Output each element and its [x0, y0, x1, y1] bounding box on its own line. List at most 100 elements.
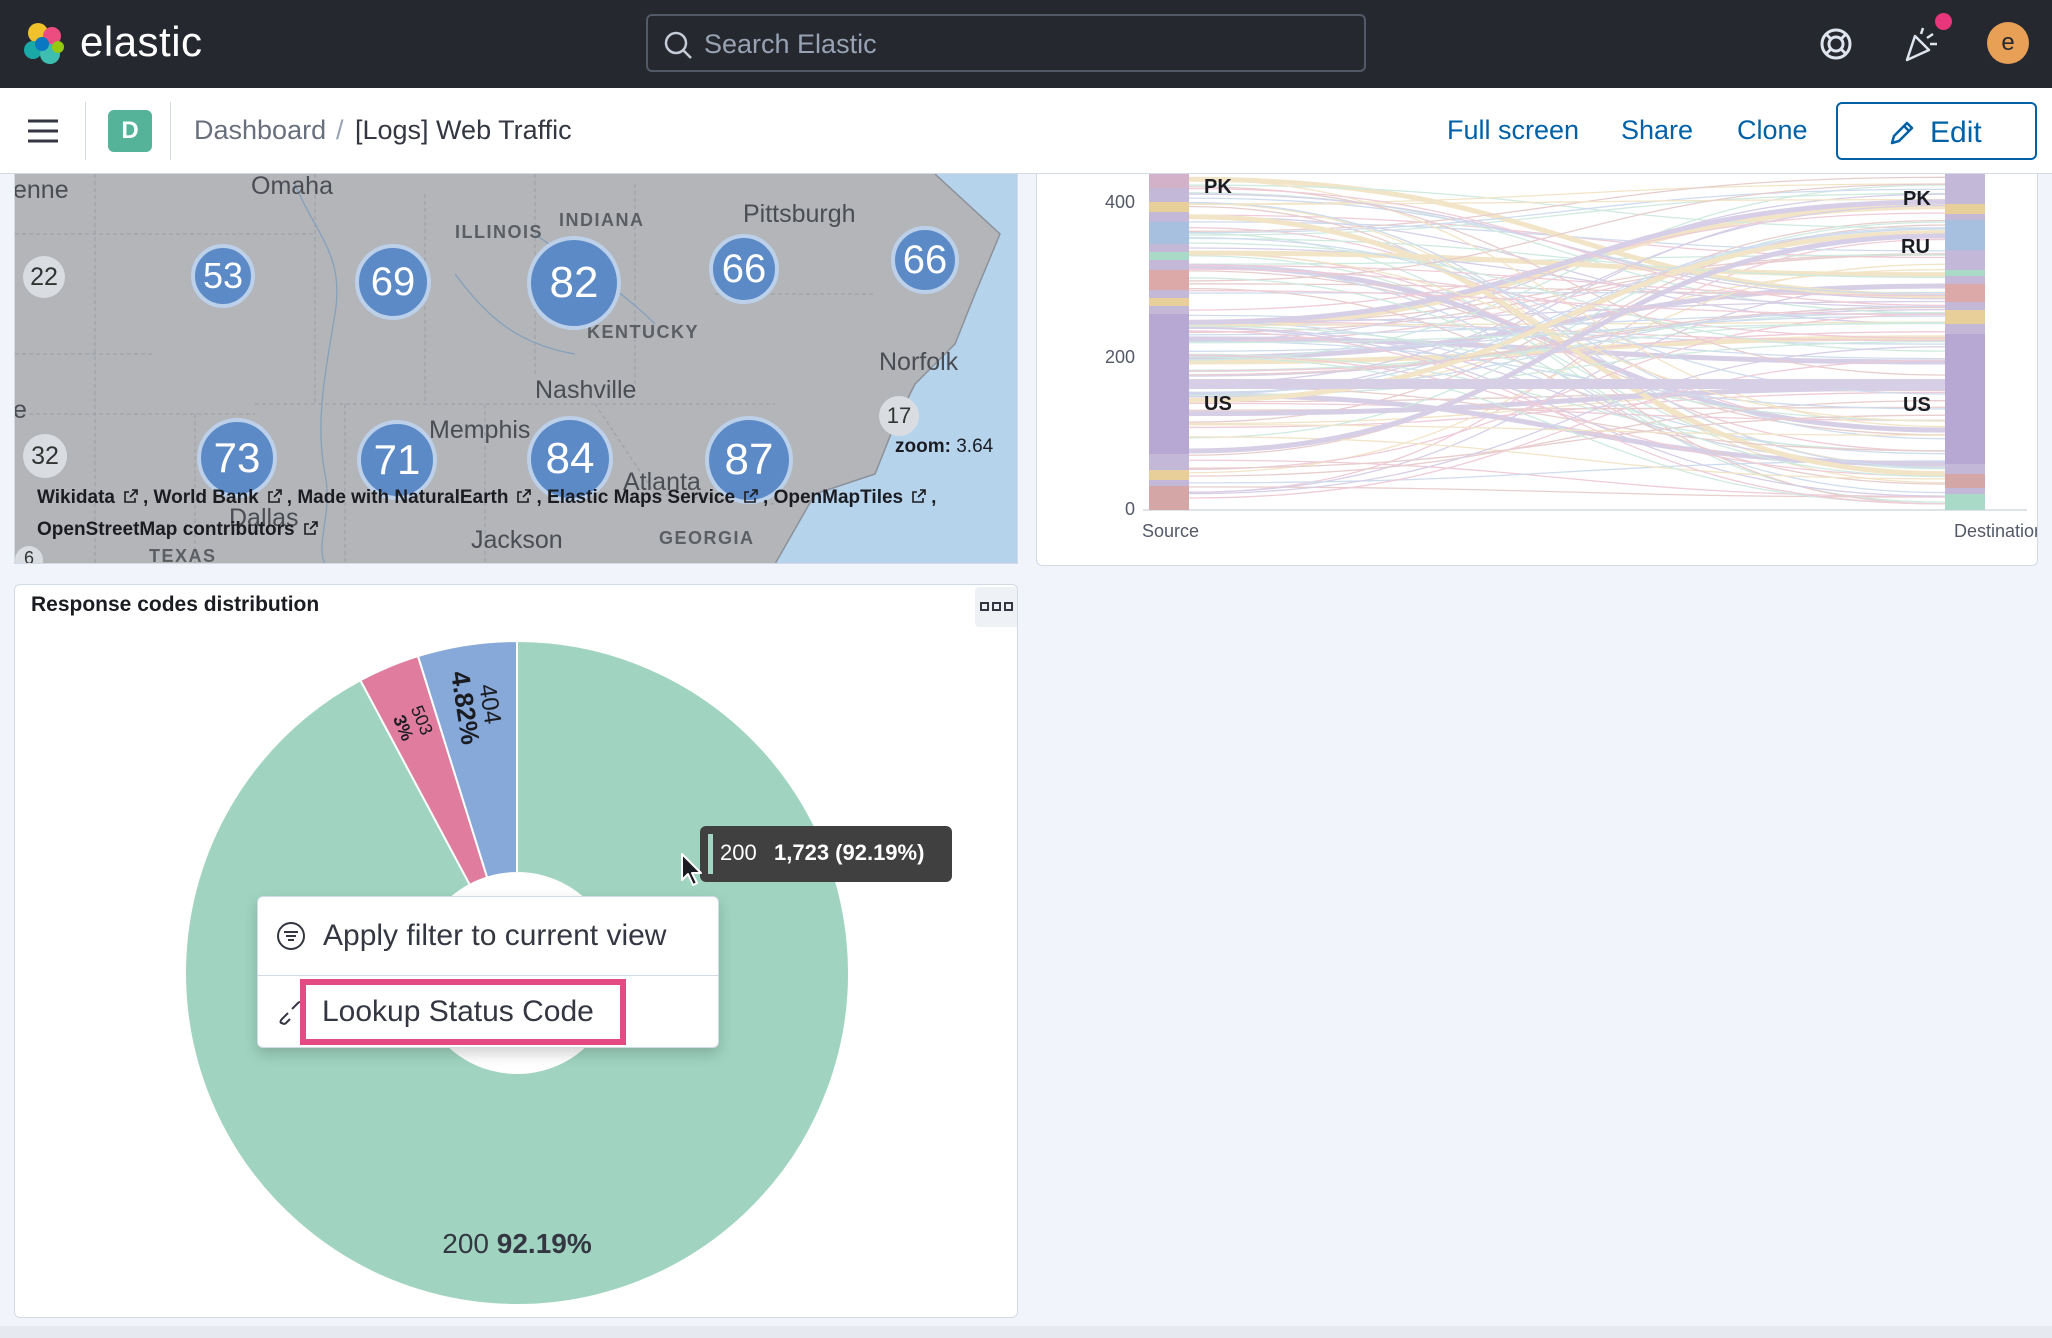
global-search[interactable]: Search Elastic: [646, 14, 1366, 72]
lookup-status-code-label: Lookup Status Code: [322, 995, 594, 1028]
sankey-link[interactable]: [1188, 176, 1946, 232]
sankey-link[interactable]: [1188, 187, 1946, 307]
notification-dot: [1935, 13, 1952, 30]
pie-slice-200[interactable]: [184, 639, 850, 1306]
sankey-link[interactable]: [1188, 238, 1946, 494]
space-avatar[interactable]: D: [108, 110, 152, 152]
sankey-link[interactable]: [1188, 313, 1946, 471]
map-cluster[interactable]: 71: [357, 420, 437, 500]
donut-chart[interactable]: 200 92.19%5033%4044.82%: [15, 585, 1018, 1318]
sankey-link[interactable]: [1188, 359, 1946, 499]
attribution-link[interactable]: OpenStreetMap contributors: [37, 519, 295, 540]
sankey-link[interactable]: [1188, 354, 1946, 477]
map-place-label: GEORGIA: [659, 528, 755, 548]
newsfeed-icon[interactable]: [1899, 22, 1943, 66]
sankey-link[interactable]: [1188, 237, 1946, 278]
y-tick-label: 400: [1104, 192, 1135, 212]
sankey-link[interactable]: [1188, 253, 1946, 422]
sankey-link[interactable]: [1188, 264, 1946, 494]
divider: [85, 102, 86, 160]
map-place-label: Atlanta: [623, 468, 701, 496]
lookup-status-code-menu-item[interactable]: Lookup Status Code: [300, 979, 626, 1045]
map-cluster[interactable]: 32: [23, 434, 67, 478]
sankey-link[interactable]: [1188, 385, 1946, 417]
map-cluster[interactable]: 6: [15, 546, 43, 563]
map-basemap[interactable]: [15, 174, 1018, 564]
sankey-link[interactable]: [1188, 186, 1946, 376]
sankey-link[interactable]: [1188, 424, 1946, 436]
sankey-link[interactable]: [1188, 184, 1946, 229]
attribution-link[interactable]: Wikidata: [37, 487, 115, 508]
sankey-link[interactable]: [1188, 204, 1946, 384]
sankey-link[interactable]: [1188, 183, 1946, 205]
edit-label: Edit: [1930, 116, 1982, 149]
map-cluster[interactable]: 73: [197, 418, 277, 498]
external-link-icon: [517, 489, 532, 503]
sankey-link[interactable]: [1188, 201, 1946, 469]
share-button[interactable]: Share: [1621, 115, 1694, 145]
sankey-link[interactable]: [1188, 322, 1946, 344]
sankey-link[interactable]: [1188, 252, 1946, 452]
sankey-link[interactable]: [1188, 330, 1946, 505]
user-avatar[interactable]: e: [1987, 22, 2029, 64]
map-cluster[interactable]: 84: [527, 416, 613, 502]
sankey-link[interactable]: [1188, 199, 1946, 325]
sankey-link[interactable]: [1188, 224, 1946, 456]
attribution-link[interactable]: Made with NaturalEarth: [297, 487, 509, 508]
filter-icon: [277, 922, 305, 950]
map-panel[interactable]: enne Omaha ILLINOIS INDIANA Pittsburgh K…: [14, 174, 1018, 564]
map-place-label: INDIANA: [559, 210, 645, 230]
sankey-link[interactable]: [1188, 327, 1946, 497]
sankey-link[interactable]: [1188, 242, 1946, 352]
map-cluster[interactable]: 22: [23, 256, 65, 298]
sankey-chart[interactable]: [1037, 174, 2038, 566]
options-menu-icon[interactable]: [975, 587, 1018, 627]
sankey-link[interactable]: [1188, 313, 1946, 336]
help-icon[interactable]: [1814, 22, 1858, 66]
sankey-link[interactable]: [1188, 289, 1946, 316]
sankey-link[interactable]: [1188, 320, 1946, 342]
map-cluster[interactable]: 66: [709, 234, 779, 304]
sankey-link[interactable]: [1188, 346, 1946, 495]
attribution-link[interactable]: OpenMapTiles: [773, 487, 904, 508]
menu-icon[interactable]: [22, 110, 64, 152]
sankey-link[interactable]: [1188, 340, 1946, 410]
tooltip-value: 1,723 (92.19%): [774, 840, 925, 865]
elastic-logo-icon[interactable]: [20, 20, 68, 68]
pie-slice-404[interactable]: [416, 639, 518, 879]
map-place-label: Norfolk: [879, 348, 959, 376]
source-node-label: US: [1204, 393, 1232, 415]
sankey-link[interactable]: [1188, 325, 1946, 422]
sankey-link[interactable]: [1188, 247, 1946, 308]
apply-filter-menu-item[interactable]: Apply filter to current view: [323, 919, 667, 952]
clone-button[interactable]: Clone: [1737, 115, 1808, 145]
map-cluster[interactable]: 82: [527, 236, 621, 330]
map-cluster[interactable]: 17: [879, 396, 919, 436]
attribution-link[interactable]: World Bank: [153, 487, 259, 508]
sankey-link[interactable]: [1188, 270, 1946, 436]
map-cluster[interactable]: 53: [191, 244, 255, 308]
sankey-link[interactable]: [1188, 277, 1946, 478]
zoom-value: 3.64: [956, 436, 994, 457]
map-cluster[interactable]: 69: [355, 244, 431, 320]
attribution-link[interactable]: Elastic Maps Service: [547, 487, 736, 508]
slice-label-200: 200 92.19%: [442, 1228, 592, 1259]
sankey-link[interactable]: [1188, 414, 1946, 469]
map-zoom-readout: zoom: 3.64: [895, 436, 993, 458]
map-cluster[interactable]: 66: [891, 226, 959, 294]
full-screen-button[interactable]: Full screen: [1447, 115, 1580, 145]
map-cluster[interactable]: 87: [705, 416, 793, 504]
dashboard-toolbar: D Dashboard / [Logs] Web Traffic Full sc…: [0, 88, 2052, 174]
breadcrumb-dashboard[interactable]: Dashboard: [194, 115, 327, 145]
edit-button[interactable]: Edit: [1836, 102, 2037, 160]
brand-name[interactable]: elastic: [80, 18, 203, 65]
sankey-link[interactable]: [1188, 233, 1946, 454]
map-place-label: Memphis: [429, 416, 531, 444]
sankey-link[interactable]: [1188, 486, 1946, 498]
external-link-icon: [267, 489, 282, 503]
sankey-link[interactable]: [1188, 198, 1946, 206]
sankey-link[interactable]: [1188, 183, 1946, 282]
map-place-label: e: [14, 396, 27, 424]
zoom-label: zoom:: [895, 436, 951, 457]
sankey-panel[interactable]: 400 200 0 PK US PK RU US Source Destinat…: [1036, 174, 2038, 566]
